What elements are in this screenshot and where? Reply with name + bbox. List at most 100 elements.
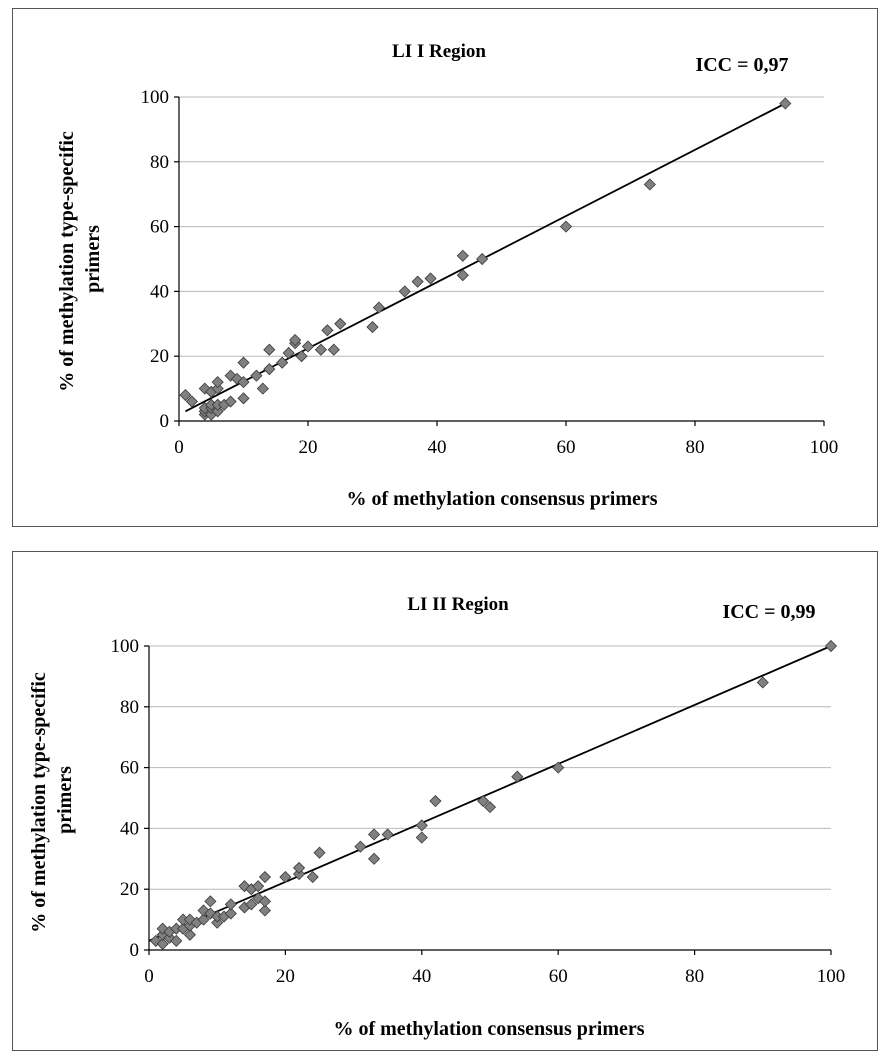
y-tick-label: 100 [111,636,140,657]
chart-title: LI II Region [407,594,509,615]
data-point [552,761,565,774]
data-point [279,870,292,884]
data-point [183,928,196,941]
data-point [429,794,442,808]
icc-annotation: ICC = 0,99 [722,601,815,623]
y-tick-label: 60 [150,217,169,238]
data-point [327,343,340,356]
data-point [252,880,265,893]
x-tick-label: 20 [276,966,295,987]
scatter-chart-li-ii: 0 20 40 60 80 100 0 20 40 60 80 100 LI II Region IC… [28,594,846,1040]
data-point [292,861,306,874]
data-point [334,317,347,330]
data-point [643,178,656,191]
y-tick-label: 40 [150,281,169,302]
data-point [424,272,437,285]
data-point [258,895,272,908]
data-point [237,356,250,369]
y-axis-label-line-1: % of methylation type-specific [28,672,50,933]
data-point [258,904,272,917]
data-point [204,895,217,908]
data-point [301,340,315,353]
data-point [211,916,224,929]
x-tick-label: 100 [817,966,846,987]
y-tick-label: 60 [120,758,139,779]
data-point [224,907,237,920]
data-point [276,356,289,369]
data-point [313,846,326,859]
data-point [250,369,263,382]
y-tick-label: 20 [150,346,169,367]
x-tick-label: 20 [299,437,318,458]
y-axis-label: % of methylation type-specific primers [28,667,76,933]
data-point [156,937,169,950]
data-point [456,269,469,282]
data-point [511,770,524,783]
data-point [237,392,250,405]
data-point [824,639,838,653]
data-point [224,898,237,911]
data-point [185,395,198,408]
x-axis-label: % of methylation consensus primers [346,488,657,510]
x-tick-label: 60 [557,437,576,458]
data-point [366,320,379,334]
y-axis-label-line-2: primers [82,225,104,293]
data-point [456,249,469,262]
data-point [256,382,269,395]
data-point [289,333,302,347]
y-tick-label: 0 [160,411,170,432]
x-tick-label: 100 [810,437,839,458]
data-point [367,852,381,865]
data-point [372,301,386,314]
data-point [197,913,210,926]
y-tick-label: 0 [130,940,140,961]
y-tick-label: 100 [141,87,170,108]
data-point [211,405,224,418]
data-point [354,840,367,853]
chart-title: LI I Region [392,41,486,62]
data-point [398,285,411,298]
icc-annotation: ICC = 0,97 [695,54,788,76]
trendline [148,645,832,942]
data-point [756,676,769,689]
x-tick-label: 0 [174,437,184,458]
data-point [367,828,381,841]
x-tick-label: 80 [685,966,704,987]
data-point [381,828,394,841]
data-point [415,819,428,832]
data-point [263,363,276,376]
chart-panel-li-i: 0 20 40 60 80 100 0 20 40 60 80 100 LI I Region ICC… [12,8,878,527]
data-point [258,870,272,884]
data-point [211,382,224,395]
data-point [170,934,183,947]
y-tick-label: 40 [120,818,139,839]
data-point [179,389,192,402]
data-point [483,801,497,814]
y-tick-label: 20 [120,879,139,900]
x-tick-label: 60 [549,966,568,987]
x-axis-label: % of methylation consensus primers [333,1018,644,1040]
data-point [477,794,490,808]
data-point [237,376,250,389]
x-tick-label: 80 [686,437,705,458]
scatter-chart-li-i: 0 20 40 60 80 100 0 20 40 60 80 100 LI I Region ICC… [56,41,839,510]
data-point [476,252,489,266]
y-tick-label: 80 [120,697,139,718]
x-tick-label: 0 [144,966,154,987]
data-point [292,867,306,881]
x-tick-label: 40 [412,966,431,987]
y-axis-label-line-1: % of methylation type-specific [56,131,78,392]
data-point [224,395,237,408]
y-axis-label-line-2: primers [54,766,76,834]
data-point [559,220,573,233]
y-axis-label: % of methylation type-specific primers [56,126,104,392]
y-tick-label: 80 [150,152,169,173]
data-point [321,324,334,337]
data-point [314,343,327,356]
data-point [245,898,258,911]
chart-panel-li-ii: 0 20 40 60 80 100 0 20 40 60 80 100 LI II Region IC… [12,551,878,1051]
data-point [211,376,224,389]
data-point [282,346,295,360]
data-point [779,97,792,110]
data-point [415,831,428,844]
